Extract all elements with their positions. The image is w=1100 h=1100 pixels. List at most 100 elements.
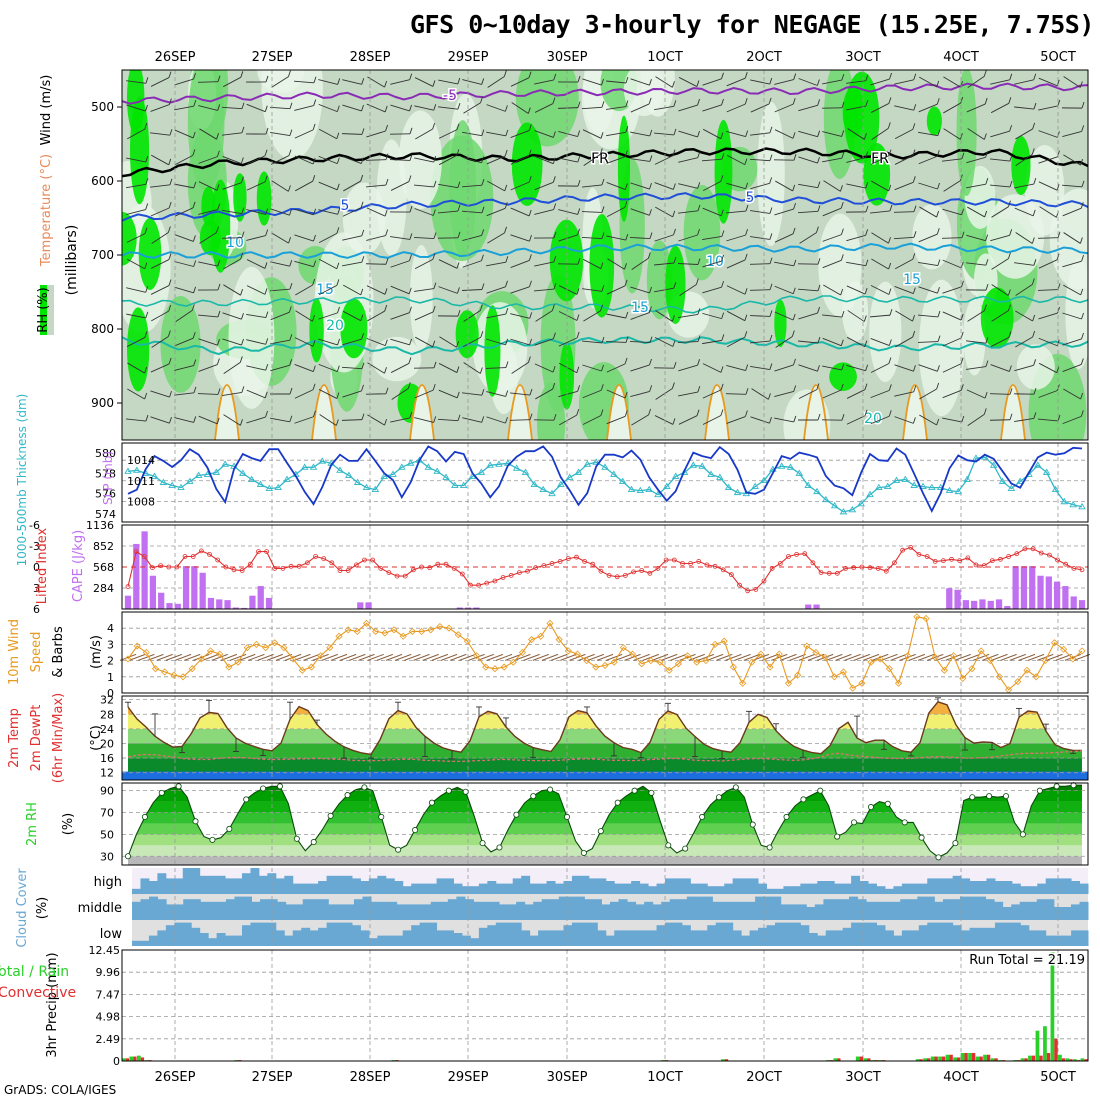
wind-barb — [702, 363, 722, 373]
cloud-bar — [157, 930, 167, 946]
cloud-bar — [673, 922, 683, 946]
li-point — [557, 559, 563, 564]
wind-barb — [583, 154, 601, 166]
precip-total-bar — [983, 1054, 987, 1061]
wind-barb — [174, 154, 194, 166]
wind10-point — [271, 639, 279, 647]
rh-patch-bright — [549, 219, 584, 302]
wind-barb-flag — [769, 77, 773, 85]
thickness-point — [565, 473, 574, 480]
wind-barb-flag — [960, 261, 964, 269]
warm-contour — [803, 384, 829, 440]
li-point — [247, 561, 253, 567]
wind-barb — [341, 366, 363, 370]
cloud-bar — [149, 896, 159, 920]
cloud-bar — [758, 883, 768, 894]
wind-barb — [1038, 390, 1058, 398]
wind-barb — [1038, 156, 1058, 164]
cloud-bar — [461, 886, 471, 894]
wind-barb — [222, 156, 242, 164]
cloud-bar — [388, 901, 398, 920]
rh-patch-bright — [126, 70, 145, 135]
wind-barb — [870, 78, 890, 86]
wind10-barb — [679, 653, 696, 661]
wind10-barb — [972, 653, 990, 661]
wind-barb-flag — [312, 278, 316, 286]
wind-barb — [774, 103, 794, 113]
wind-barb — [198, 364, 218, 372]
li-point — [712, 563, 718, 569]
wind-barb — [942, 286, 962, 294]
cloud-bar — [874, 901, 884, 920]
cloud-bar — [883, 901, 893, 920]
warm-contour — [311, 384, 337, 440]
wind-barb-flag — [360, 157, 364, 164]
wind-barb-flag — [336, 132, 340, 139]
wind-barb-flag — [1009, 388, 1013, 395]
wind10-point — [876, 655, 884, 663]
precip-tick-label: 0 — [113, 1055, 120, 1068]
cloud-bar — [986, 927, 996, 946]
wind-barb-flag — [169, 178, 173, 185]
wind-barb — [870, 338, 890, 346]
wind-barb-flag — [553, 255, 557, 263]
wind-barb — [175, 310, 193, 322]
cloud-bar — [994, 881, 1004, 894]
wind-barb-flag — [601, 78, 604, 86]
thickness-tick-label: 578 — [95, 467, 116, 480]
cloud-bar — [959, 896, 969, 920]
wind-barb — [342, 207, 362, 217]
wind-barb — [150, 77, 170, 87]
li-point — [516, 570, 522, 575]
wind-barb-flag — [168, 71, 172, 78]
rh-point — [513, 811, 520, 818]
rh-point — [243, 796, 250, 803]
wind-barb — [774, 417, 794, 423]
wind-barb-flag — [312, 157, 316, 165]
wind-barb-flag — [817, 130, 821, 137]
wind-barb-flag — [912, 176, 916, 183]
thickness-point — [380, 472, 388, 479]
wind-barb — [126, 313, 146, 319]
wind-barb — [341, 133, 363, 135]
wind-barb-flag — [865, 99, 869, 107]
wind-barb — [414, 311, 434, 321]
wind-barb — [414, 105, 434, 111]
thickness-point — [875, 483, 883, 491]
cloud-bar — [292, 930, 302, 946]
cloud-bar — [791, 922, 801, 946]
wind-barb — [318, 363, 338, 373]
cloud-bar — [918, 925, 928, 946]
wind-barb — [630, 364, 650, 372]
wind-barb — [726, 130, 746, 138]
wind-barb-flag — [913, 365, 916, 372]
cloud-bar — [470, 938, 480, 946]
wind-barb — [871, 180, 889, 192]
cloud-bar — [191, 899, 201, 920]
wind-barb-flag — [600, 132, 604, 139]
wind-barb-flag — [865, 205, 869, 213]
wind-barb-flag — [577, 130, 581, 137]
cloud-bar — [345, 904, 355, 920]
wind-barb — [846, 336, 866, 348]
cloud-bar — [558, 896, 568, 920]
thickness-point — [707, 470, 715, 477]
cloud-bar — [732, 878, 742, 894]
cloud-bar — [309, 930, 319, 946]
wind10-point — [252, 640, 260, 648]
cloud-bar — [994, 922, 1004, 946]
wind-barb-flag — [817, 99, 821, 106]
li-point — [696, 559, 702, 564]
wind-barb — [342, 79, 362, 85]
wind10-tick-label: 3 — [107, 638, 114, 651]
wind-barb — [701, 158, 723, 162]
wind10-barb — [303, 653, 320, 661]
li-point — [133, 549, 139, 554]
wind-barb-flag — [144, 262, 148, 269]
wind-barb-flag — [625, 311, 629, 319]
wind-barb — [462, 392, 482, 396]
wind-barb — [582, 288, 602, 292]
wind-barb-flag — [553, 332, 556, 339]
thickness-point — [627, 485, 636, 493]
